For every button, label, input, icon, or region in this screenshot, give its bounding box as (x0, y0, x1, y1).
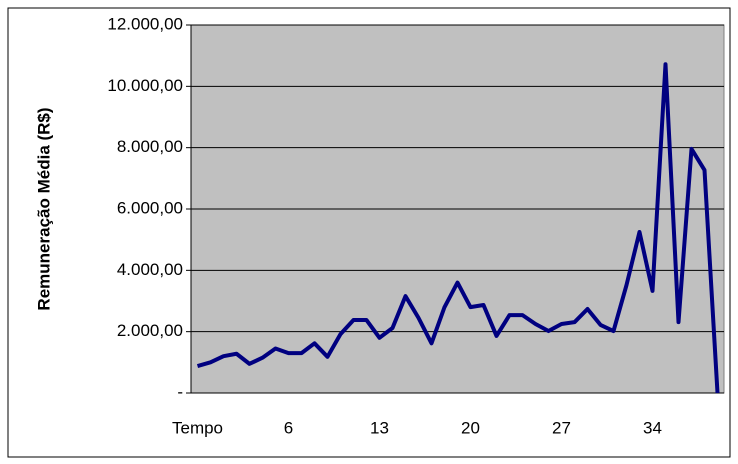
y-axis-label: Remuneração Média (R$) (34, 107, 53, 310)
x-tick-label: 6 (284, 418, 293, 437)
y-tick-label: 6.000,00 (117, 198, 183, 217)
x-tick-label: 13 (370, 418, 389, 437)
line-series (196, 62, 720, 394)
x-tick-label: 34 (643, 418, 662, 437)
y-tick-label: - (177, 382, 183, 401)
y-tick-label: 8.000,00 (117, 137, 183, 156)
y-tick-label: 10.000,00 (107, 76, 183, 95)
y-tick-label: 4.000,00 (117, 260, 183, 279)
x-tick-label: 27 (552, 418, 571, 437)
x-tick-label: Tempo (172, 418, 223, 437)
y-tick-label: 12.000,00 (107, 14, 183, 33)
y-tick-label: 2.000,00 (117, 321, 183, 340)
x-tick-label: 20 (461, 418, 480, 437)
